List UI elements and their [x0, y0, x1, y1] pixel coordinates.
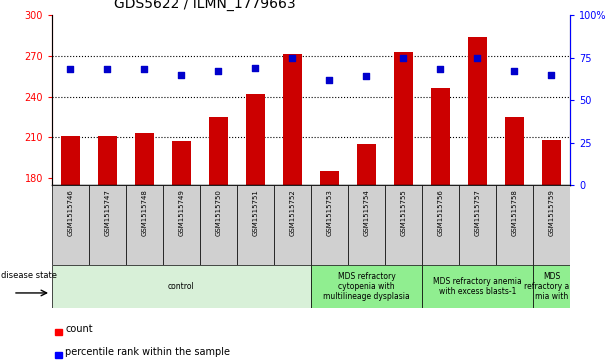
- Text: count: count: [65, 325, 92, 334]
- FancyBboxPatch shape: [496, 185, 533, 265]
- Bar: [61, 136, 80, 185]
- Text: GSM1515757: GSM1515757: [474, 189, 480, 236]
- Text: GSM1515756: GSM1515756: [438, 189, 443, 236]
- Text: control: control: [168, 282, 195, 291]
- Point: [250, 65, 260, 71]
- Point: [325, 77, 334, 82]
- Bar: [209, 117, 228, 185]
- Text: MDS refractory
cytopenia with
multilineage dysplasia: MDS refractory cytopenia with multilinea…: [323, 272, 410, 301]
- Point: [510, 68, 519, 74]
- Bar: [358, 144, 376, 185]
- FancyBboxPatch shape: [533, 185, 570, 265]
- Bar: [283, 54, 302, 185]
- Text: GSM1515759: GSM1515759: [548, 189, 554, 236]
- Text: percentile rank within the sample: percentile rank within the sample: [65, 347, 230, 358]
- Bar: [246, 94, 264, 185]
- Text: GSM1515746: GSM1515746: [67, 189, 74, 236]
- Text: MDS
refractory ane
mia with: MDS refractory ane mia with: [524, 272, 579, 301]
- Text: GSM1515755: GSM1515755: [401, 189, 407, 236]
- Bar: [431, 89, 450, 185]
- Point: [140, 66, 150, 72]
- Point: [66, 66, 75, 72]
- FancyBboxPatch shape: [274, 185, 311, 265]
- Bar: [468, 37, 487, 185]
- Bar: [320, 171, 339, 185]
- Text: GSM1515753: GSM1515753: [326, 189, 333, 236]
- FancyBboxPatch shape: [126, 185, 163, 265]
- FancyBboxPatch shape: [52, 265, 311, 308]
- Bar: [542, 140, 561, 185]
- Text: GSM1515747: GSM1515747: [105, 189, 111, 236]
- Bar: [55, 329, 62, 335]
- Text: GSM1515751: GSM1515751: [252, 189, 258, 236]
- Point: [472, 54, 482, 60]
- Text: GSM1515748: GSM1515748: [142, 189, 148, 236]
- Text: GSM1515758: GSM1515758: [511, 189, 517, 236]
- Text: GSM1515750: GSM1515750: [215, 189, 221, 236]
- FancyBboxPatch shape: [163, 185, 200, 265]
- FancyBboxPatch shape: [422, 265, 533, 308]
- FancyBboxPatch shape: [459, 185, 496, 265]
- FancyBboxPatch shape: [348, 185, 385, 265]
- FancyBboxPatch shape: [422, 185, 459, 265]
- Point: [547, 72, 556, 77]
- Point: [399, 54, 409, 60]
- Text: GSM1515749: GSM1515749: [179, 189, 184, 236]
- Bar: [135, 133, 154, 185]
- Point: [288, 54, 297, 60]
- Text: GDS5622 / ILMN_1779663: GDS5622 / ILMN_1779663: [114, 0, 295, 11]
- Bar: [505, 117, 523, 185]
- Text: disease state: disease state: [1, 271, 57, 280]
- FancyBboxPatch shape: [311, 185, 348, 265]
- FancyBboxPatch shape: [52, 185, 89, 265]
- FancyBboxPatch shape: [533, 265, 570, 308]
- Point: [177, 72, 187, 77]
- FancyBboxPatch shape: [311, 265, 422, 308]
- Bar: [394, 52, 413, 185]
- Bar: [98, 136, 117, 185]
- FancyBboxPatch shape: [385, 185, 422, 265]
- FancyBboxPatch shape: [200, 185, 237, 265]
- Text: GSM1515754: GSM1515754: [364, 189, 370, 236]
- Point: [362, 73, 371, 79]
- FancyBboxPatch shape: [89, 185, 126, 265]
- Bar: [172, 142, 191, 185]
- Text: MDS refractory anemia
with excess blasts-1: MDS refractory anemia with excess blasts…: [433, 277, 522, 296]
- Point: [213, 68, 223, 74]
- Text: GSM1515752: GSM1515752: [289, 189, 295, 236]
- Point: [436, 66, 446, 72]
- FancyBboxPatch shape: [237, 185, 274, 265]
- Bar: [55, 352, 62, 358]
- Point: [103, 66, 112, 72]
